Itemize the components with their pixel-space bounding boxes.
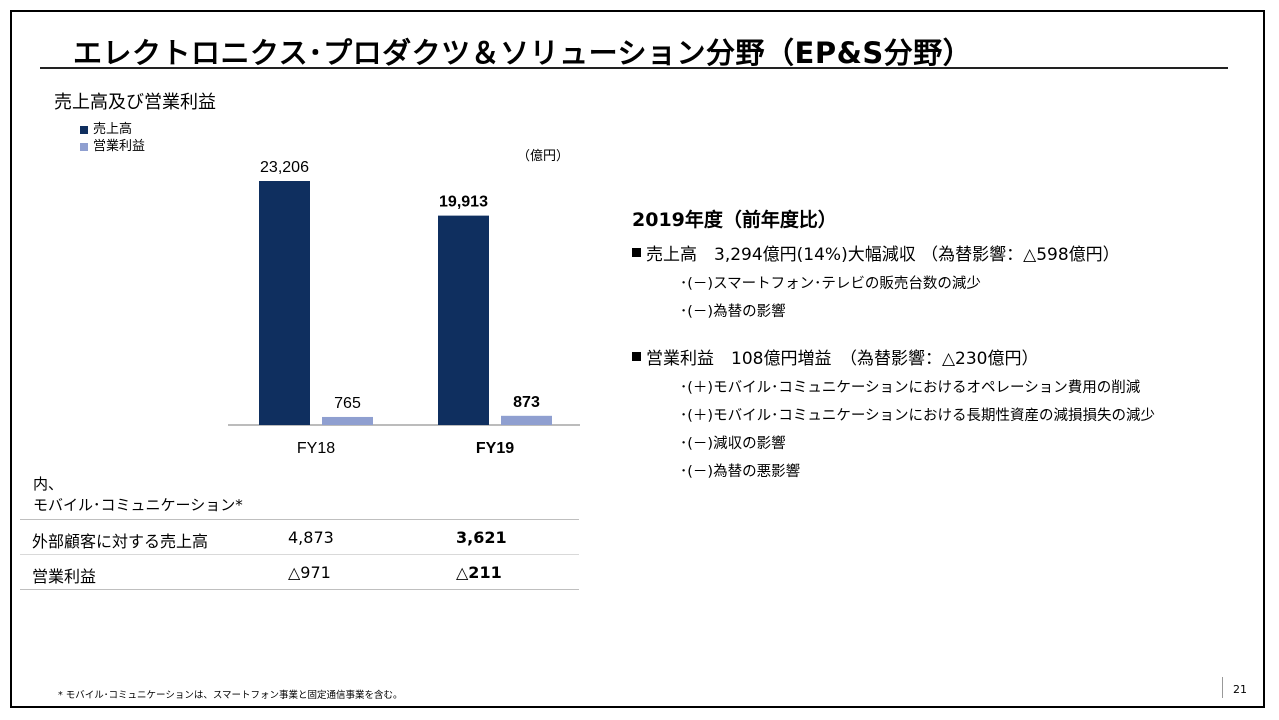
op-income-factor-item: ･(－)減収の影響: [680, 436, 786, 452]
data-label-sales-fy19: 19,913: [439, 194, 488, 211]
legend-swatch-sales: [80, 125, 88, 134]
bar-operating-income-fy19: [501, 415, 552, 425]
mobile-segment-label: 内、 モバイル･コミュニケーション*: [33, 474, 243, 516]
data-label-operating-income-fy19: 873: [513, 394, 540, 411]
row-fy19-value: △211: [456, 563, 502, 582]
chart-heading: 売上高及び営業利益: [54, 92, 216, 113]
data-label-operating-income-fy18: 765: [334, 395, 361, 412]
chart-unit: （億円）: [517, 149, 570, 164]
footnote: * モバイル･コミュニケーションは、スマートフォン事業と固定通信事業を含む。: [58, 690, 403, 701]
row-fy19-value: 3,621: [456, 528, 507, 547]
page-number-divider: [1222, 677, 1223, 698]
op-income-factor-item: ･(＋)モバイル･コミュニケーションにおけるオペレーション費用の削減: [680, 380, 1141, 396]
title-divider: [40, 67, 1228, 69]
table-row: 外部顧客に対する売上高 4,873 3,621: [20, 520, 579, 555]
row-fy18-value: 4,873: [288, 528, 334, 547]
data-label-sales-fy18: 23,206: [260, 159, 309, 176]
square-bullet-icon: [632, 352, 641, 361]
op-income-summary-line: 営業利益 108億円増益 （為替影響：△230億円）: [632, 344, 1232, 369]
bar-chart: 23,206 765 FY18 19,913 873 FY19: [228, 159, 580, 457]
op-income-summary-text: 営業利益 108億円増益 （為替影響：△230億円）: [646, 349, 1039, 369]
legend-item-sales: 売上高: [80, 121, 145, 138]
row-label: 外部顧客に対する売上高: [32, 532, 209, 551]
mobile-label-line1: 内、: [33, 475, 64, 493]
row-label: 営業利益: [32, 567, 97, 586]
legend-swatch-operating-income: [80, 142, 88, 151]
chart-legend: 売上高 営業利益: [80, 121, 145, 155]
bar-operating-income-fy18: [322, 416, 373, 425]
bar-sales-fy18: [259, 181, 310, 425]
slide-title: エレクトロニクス･プロダクツ＆ソリューション分野（EP&S分野）: [73, 36, 973, 70]
table-row: 営業利益 △971 △211: [20, 555, 579, 589]
summary-panel: 2019年度（前年度比） 売上高 3,294億円(14%)大幅減収 （為替影響：…: [632, 205, 1232, 481]
op-income-factor-item: ･(＋)モバイル･コミュニケーションにおける長期性資産の減損損失の減少: [680, 408, 1156, 424]
bar-sales-fy19: [438, 215, 489, 425]
legend-item-operating-income: 営業利益: [80, 138, 145, 155]
mobile-table: 外部顧客に対する売上高 4,873 3,621 営業利益 △971 △211: [20, 519, 579, 590]
legend-label-operating-income: 営業利益: [93, 139, 146, 154]
row-fy18-value: △971: [288, 563, 331, 582]
sales-factor-item: ･(－)スマートフォン･テレビの販売台数の減少: [680, 276, 981, 292]
summary-heading: 2019年度（前年度比）: [632, 209, 837, 231]
mobile-label-line2: モバイル･コミュニケーション*: [33, 496, 243, 514]
square-bullet-icon: [632, 248, 641, 257]
slide-frame: [10, 10, 1265, 708]
x-tick-label-fy19: FY19: [476, 440, 514, 457]
sales-summary-line: 売上高 3,294億円(14%)大幅減収 （為替影響：△598億円）: [632, 240, 1232, 265]
legend-label-sales: 売上高: [93, 122, 133, 137]
sales-summary-text: 売上高 3,294億円(14%)大幅減収 （為替影響：△598億円）: [646, 245, 1120, 265]
sales-factor-item: ･(－)為替の影響: [680, 304, 786, 320]
page-number: 21: [1233, 683, 1247, 696]
x-tick-label-fy18: FY18: [297, 440, 335, 457]
op-income-factor-item: ･(－)為替の悪影響: [680, 464, 801, 480]
